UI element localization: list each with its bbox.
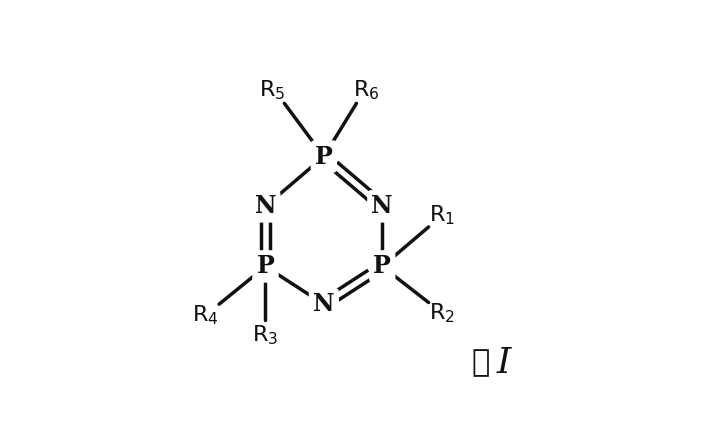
Text: N: N <box>313 292 334 316</box>
Text: $\mathrm{R}_{4}$: $\mathrm{R}_{4}$ <box>192 303 219 327</box>
Text: N: N <box>372 194 393 219</box>
Text: $\mathrm{R}_{6}$: $\mathrm{R}_{6}$ <box>353 78 380 102</box>
Text: $\mathrm{R}_{5}$: $\mathrm{R}_{5}$ <box>259 78 285 102</box>
Text: P: P <box>257 254 275 278</box>
Text: P: P <box>373 254 391 278</box>
Text: P: P <box>315 145 333 169</box>
Text: N: N <box>255 194 276 219</box>
Text: 式: 式 <box>471 348 489 377</box>
Text: $\mathrm{R}_{3}$: $\mathrm{R}_{3}$ <box>252 323 278 347</box>
Text: $\mathrm{R}_{1}$: $\mathrm{R}_{1}$ <box>429 204 455 227</box>
Text: $\mathrm{R}_{2}$: $\mathrm{R}_{2}$ <box>429 301 455 325</box>
Text: I: I <box>497 346 511 380</box>
